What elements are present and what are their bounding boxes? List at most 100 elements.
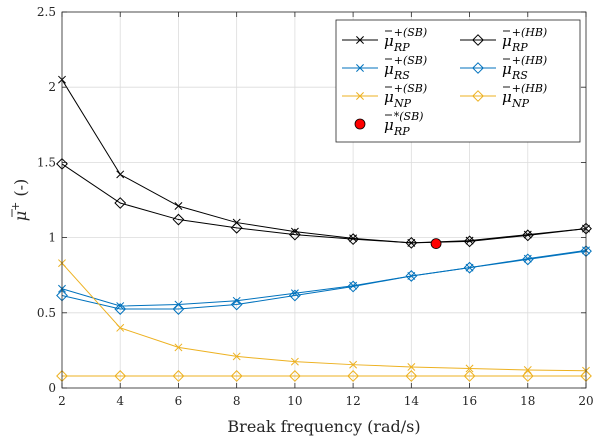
data-point — [347, 280, 360, 293]
legend-swatch-marker — [472, 34, 484, 46]
legend-label-base: μ — [502, 60, 512, 78]
data-point — [405, 370, 418, 382]
legend-label-sup: +(HB) — [512, 26, 547, 39]
data-point — [288, 289, 301, 302]
data-point — [430, 238, 442, 250]
data-point — [116, 170, 125, 179]
y-tick-label: 2.5 — [37, 5, 56, 19]
data-point — [172, 303, 185, 315]
data-point — [405, 236, 418, 249]
marker-x-stroke — [232, 296, 241, 305]
data-point — [174, 343, 183, 352]
x-tick-label: 2 — [58, 394, 66, 408]
data-point — [521, 229, 534, 242]
x-tick-label: 18 — [520, 394, 535, 408]
marker-x-stroke — [290, 357, 299, 366]
legend-label-base: μ — [384, 32, 394, 50]
series-layer — [56, 75, 592, 382]
data-point — [232, 296, 241, 305]
x-axis-label: Break frequency (rad/s) — [227, 417, 420, 436]
legend-label-sup: +(SB) — [394, 82, 427, 95]
legend-label: μ+(HB) RP — [502, 26, 547, 54]
y-axis-label-sup: + — [9, 202, 22, 211]
legend-label-sub: RP — [511, 41, 528, 54]
data-point — [114, 303, 127, 315]
series-line — [61, 163, 587, 244]
legend-label-sub: NP — [511, 97, 530, 110]
legend-label-sup: +(SB) — [394, 26, 427, 39]
y-axis-label-unit: (-) — [11, 179, 30, 202]
data-point — [407, 362, 416, 371]
legend-item: μ+(HB) RS — [460, 54, 547, 82]
legend-label: μ+(HB) RS — [502, 54, 547, 82]
legend-swatch-marker — [356, 36, 364, 44]
x-tick-label: 20 — [578, 394, 593, 408]
marker-x-stroke — [116, 170, 125, 179]
legend-label-base: μ — [384, 60, 394, 78]
legend-label-sub: RP — [393, 125, 410, 138]
y-axis-label-group: μ+ (-) — [9, 179, 30, 222]
data-point — [172, 213, 185, 226]
y-axis-label: μ+ (-) — [9, 179, 30, 222]
data-point — [288, 228, 301, 241]
data-point — [172, 370, 185, 382]
marker-x-stroke — [116, 323, 125, 332]
marker-x-stroke — [356, 64, 364, 72]
legend-item: μ+(HB) NP — [460, 82, 547, 110]
series-line — [61, 79, 587, 244]
ticks: 2 4 6 8 10 12 14 16 18 20 0 0.5 1 1.5 2 2.5 — [37, 5, 594, 408]
legend-item: μ+(SB) RP — [342, 26, 427, 54]
data-point — [174, 202, 183, 210]
data-point — [463, 235, 476, 248]
x-tick-label: 4 — [116, 394, 124, 408]
legend-item: μ+(SB) RS — [342, 54, 427, 82]
y-axis-label-base: μ — [11, 211, 30, 221]
x-tick-label: 16 — [462, 394, 477, 408]
legend-label-sub: RS — [511, 69, 528, 82]
x-tick-label: 8 — [233, 394, 241, 408]
legend-label-base: μ — [384, 88, 394, 106]
legend-label-sup: +(SB) — [394, 54, 427, 67]
legend-label: μ+(SB) RP — [384, 26, 427, 54]
legend-label-sup: +(HB) — [512, 82, 547, 95]
y-tick-label: 2 — [48, 80, 56, 94]
legend-swatch-marker — [472, 90, 484, 102]
y-tick-label: 0 — [48, 381, 56, 395]
data-point — [232, 352, 241, 361]
legend-label-base: μ — [384, 116, 394, 134]
x-tick-label: 10 — [287, 394, 302, 408]
data-point — [521, 253, 534, 266]
series-line — [61, 262, 587, 372]
data-point — [290, 357, 299, 366]
y-tick-label: 0.5 — [37, 306, 56, 320]
series-rp-*sb — [430, 238, 442, 250]
data-point — [288, 370, 301, 382]
legend-label: μ+(HB) NP — [502, 82, 547, 110]
data-point — [523, 365, 532, 374]
legend-label-sup: +(HB) — [512, 54, 547, 67]
data-point — [463, 370, 476, 382]
legend-label-base: μ — [502, 32, 512, 50]
legend-label-sub: RS — [393, 69, 410, 82]
legend-swatch-marker — [354, 118, 366, 130]
x-tick-label: 6 — [175, 394, 183, 408]
y-tick-label: 1.5 — [37, 155, 56, 169]
data-point — [230, 298, 243, 311]
marker-x-stroke — [174, 343, 183, 352]
legend-item: μ*(SB) RP — [354, 110, 424, 138]
data-point — [114, 197, 127, 209]
series-rs-hb — [56, 245, 592, 315]
legend-label-base: μ — [502, 88, 512, 106]
data-point — [463, 261, 476, 274]
marker-x-stroke — [407, 362, 416, 371]
legend: μ+(SB) RP μ+(HB) RPμ+(SB) RS μ+(HB) RSμ+(SB) NP… — [335, 19, 581, 143]
legend-swatch-marker — [356, 92, 364, 100]
legend-item: μ+(SB) NP — [342, 82, 427, 110]
series-line — [61, 250, 587, 310]
x-tick-label: 12 — [345, 394, 360, 408]
data-point — [347, 370, 360, 382]
legend-item: μ+(HB) RP — [460, 26, 547, 54]
legend-label-sup: *(SB) — [394, 110, 424, 123]
y-tick-label: 1 — [48, 231, 56, 245]
